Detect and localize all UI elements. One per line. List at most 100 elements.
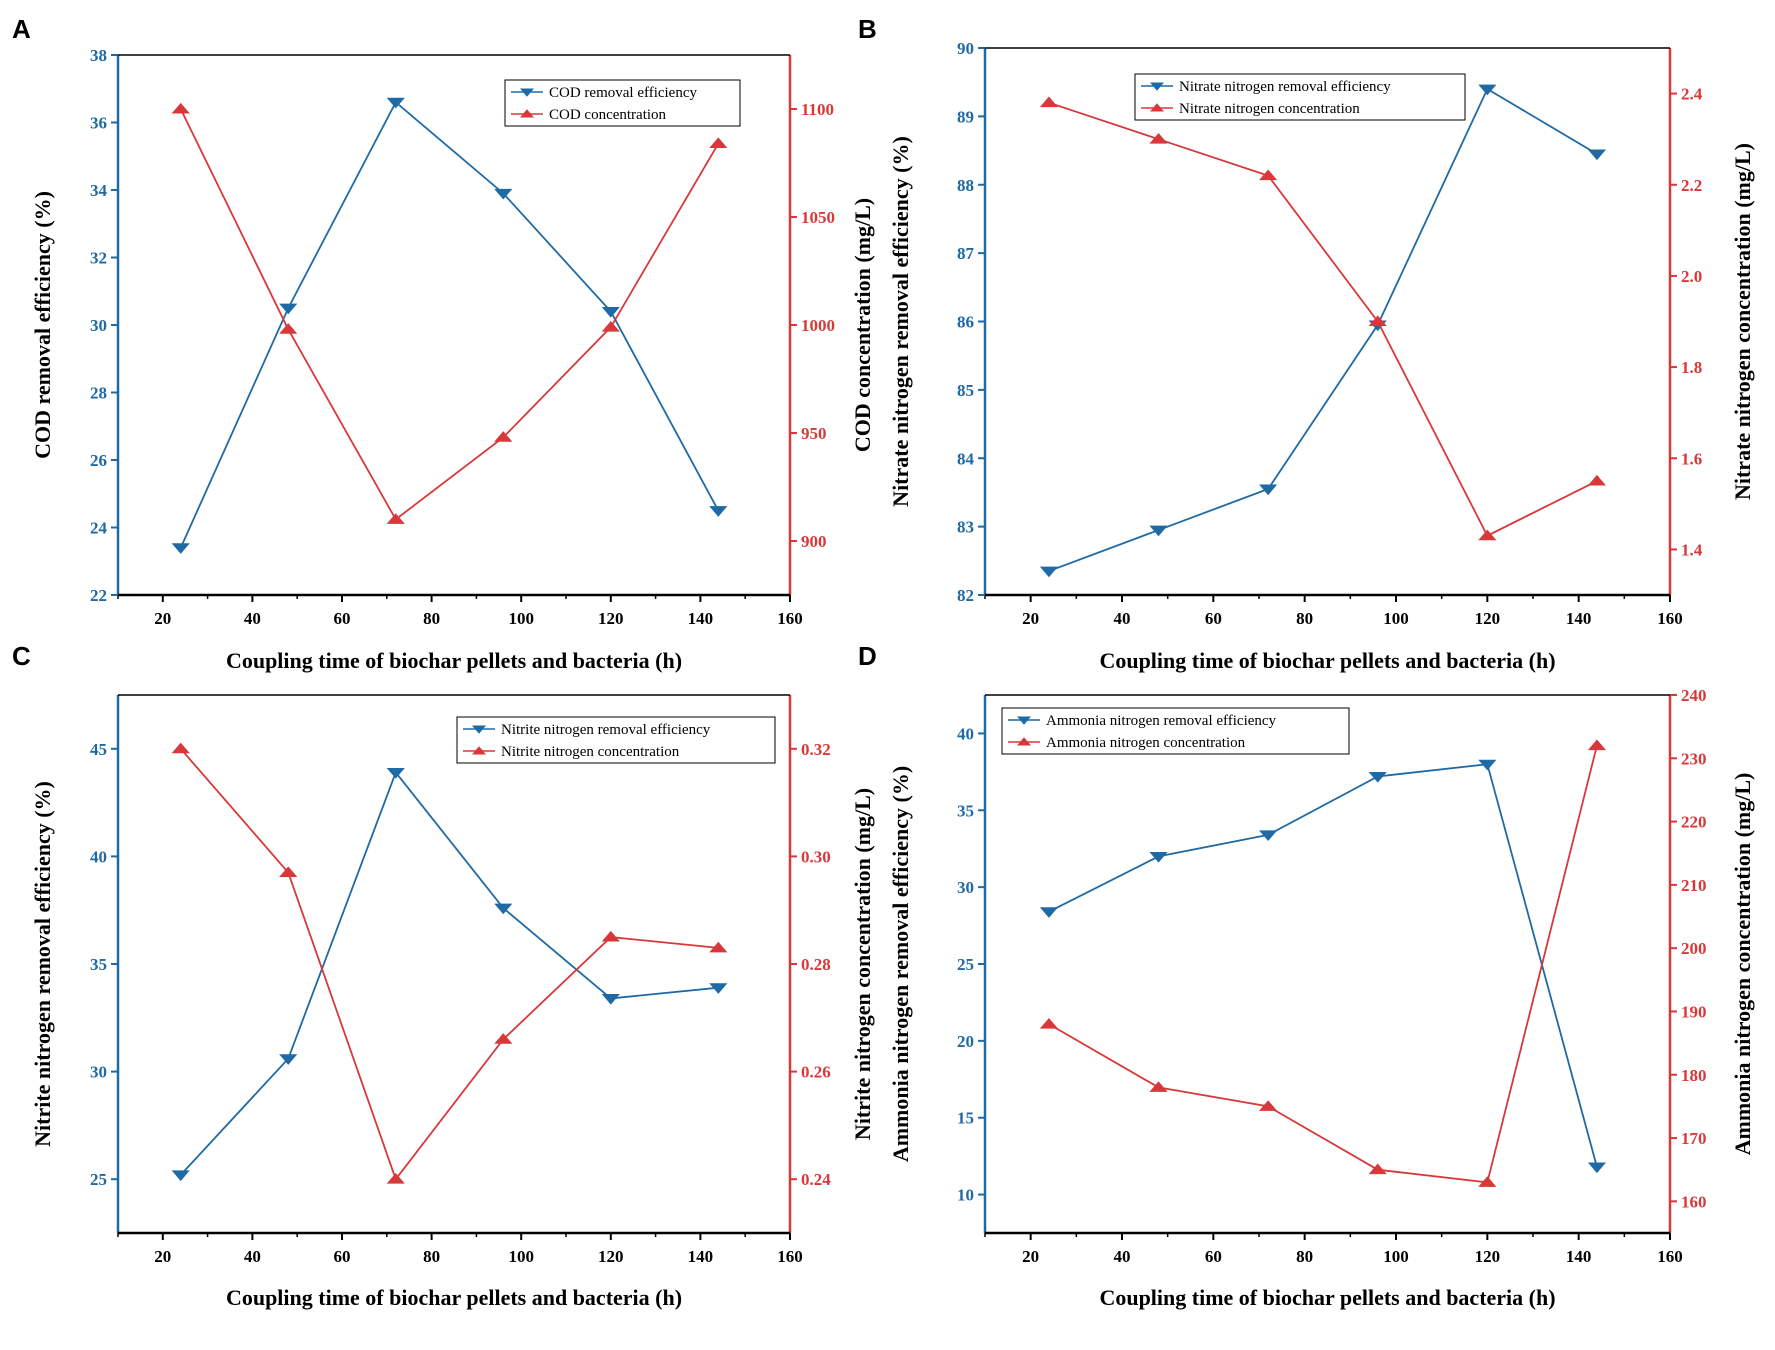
left-tick-label: 10 [957, 1186, 974, 1205]
left-axis-title: Ammonia nitrogen removal efficiency (%) [888, 766, 913, 1162]
left-tick-label: 40 [90, 847, 107, 866]
data-point [601, 993, 620, 1005]
panel-letter: D [858, 641, 877, 671]
data-point [1149, 851, 1168, 863]
x-tick-label: 120 [598, 1247, 624, 1266]
x-axis-title: Coupling time of biochar pellets and bac… [226, 648, 682, 673]
data-point [1259, 484, 1278, 496]
panel-B: B 20 40 60 80 100 120 140 160 82 83 84 85 86 87 88 89 90 1… [858, 14, 1755, 673]
panel-D: D 20 40 60 80 100 120 140 160 10 15 20 25 30 35 40 160 17… [858, 641, 1755, 1310]
data-point [709, 506, 728, 517]
series-line-concentration [1048, 101, 1598, 537]
series-line-efficiency [180, 770, 719, 1176]
data-point [1587, 474, 1607, 486]
right-tick-label: 180 [1681, 1066, 1707, 1085]
left-tick-label: 90 [957, 39, 974, 58]
right-tick-label: 230 [1681, 749, 1707, 768]
x-tick-label: 120 [598, 609, 624, 628]
left-tick-label: 25 [90, 1170, 107, 1189]
legend-box [504, 79, 741, 127]
x-tick-label: 20 [154, 1247, 171, 1266]
data-point [1149, 525, 1168, 537]
right-tick-label: 950 [801, 424, 827, 443]
left-tick-label: 30 [90, 1063, 107, 1082]
data-point [1587, 149, 1607, 161]
legend: COD removal efficiency COD concentration [504, 79, 741, 127]
right-tick-label: 190 [1681, 1002, 1707, 1021]
left-tick-label: 20 [957, 1032, 974, 1051]
panel-A: A 20 40 60 80 100 120 140 160 22 24 26 28 30 32 34 36 38 9… [12, 14, 875, 673]
left-tick-label: 28 [90, 384, 107, 403]
left-tick-label: 84 [957, 449, 975, 468]
data-point [171, 102, 190, 114]
data-point [1368, 1163, 1387, 1175]
x-tick-label: 160 [777, 1247, 803, 1266]
left-tick-label: 87 [957, 244, 975, 263]
legend-marker [1017, 737, 1031, 746]
x-axis-title: Coupling time of biochar pellets and bac… [1099, 648, 1555, 673]
data-point [171, 742, 190, 754]
data-point [601, 307, 620, 318]
right-tick-label: 1.4 [1681, 540, 1703, 559]
data-point [279, 1054, 298, 1065]
legend-label: Nitrite nitrogen removal efficiency [501, 722, 711, 738]
data-point [386, 513, 405, 524]
legend-marker [520, 109, 534, 118]
left-tick-label: 45 [90, 740, 107, 759]
x-tick-label: 40 [1114, 1247, 1131, 1266]
legend-marker [520, 88, 534, 97]
data-point [1478, 529, 1497, 541]
x-tick-label: 160 [1657, 609, 1683, 628]
left-tick-label: 24 [90, 519, 108, 538]
x-tick-label: 80 [423, 609, 440, 628]
data-point [709, 941, 728, 953]
left-tick-label: 35 [957, 801, 974, 820]
left-tick-label: 30 [90, 316, 107, 335]
right-tick-label: 1100 [801, 100, 834, 119]
left-tick-label: 40 [957, 724, 974, 743]
data-point [171, 543, 190, 554]
right-axis-title: Ammonia nitrogen concentration (mg/L) [1730, 773, 1755, 1156]
legend-label: COD concentration [549, 107, 667, 123]
legend: Nitrite nitrogen removal efficiency Nitri… [456, 716, 776, 764]
left-tick-label: 38 [90, 46, 107, 65]
series-line-concentration [1048, 745, 1598, 1184]
left-tick-label: 22 [90, 586, 107, 605]
data-point [709, 137, 728, 149]
legend-box [456, 716, 776, 764]
left-tick-label: 25 [957, 955, 974, 974]
data-point [1039, 1017, 1059, 1029]
x-tick-label: 40 [244, 609, 261, 628]
data-point [1478, 84, 1497, 96]
right-tick-label: 1.8 [1681, 358, 1702, 377]
left-axis-title: Nitrate nitrogen removal efficiency (%) [888, 136, 913, 507]
legend-label: COD removal efficiency [549, 85, 698, 101]
legend-marker [1150, 82, 1164, 91]
left-tick-label: 82 [957, 586, 974, 605]
x-axis-title: Coupling time of biochar pellets and bac… [226, 1285, 682, 1310]
series-line-efficiency [1048, 87, 1598, 572]
data-point [279, 303, 298, 315]
right-tick-label: 160 [1681, 1192, 1707, 1211]
data-point [1039, 96, 1059, 108]
right-axis-title: Nitrite nitrogen concentration (mg/L) [850, 788, 875, 1140]
right-tick-label: 2.0 [1681, 267, 1702, 286]
x-tick-label: 140 [1566, 609, 1592, 628]
legend-marker [472, 725, 486, 734]
right-tick-label: 0.28 [801, 955, 831, 974]
data-point [601, 930, 620, 942]
data-point [1149, 1081, 1168, 1092]
right-tick-label: 2.2 [1681, 176, 1702, 195]
right-tick-label: 1000 [801, 316, 835, 335]
data-point [1587, 1162, 1607, 1174]
data-point [494, 1033, 513, 1044]
x-tick-label: 100 [1383, 609, 1409, 628]
x-tick-label: 60 [1205, 609, 1222, 628]
data-point [709, 983, 728, 994]
right-tick-label: 200 [1681, 939, 1707, 958]
data-point [1149, 132, 1168, 144]
data-point [1368, 772, 1387, 783]
legend: Ammonia nitrogen removal efficiency Ammon… [1001, 707, 1350, 755]
x-tick-label: 120 [1475, 609, 1501, 628]
